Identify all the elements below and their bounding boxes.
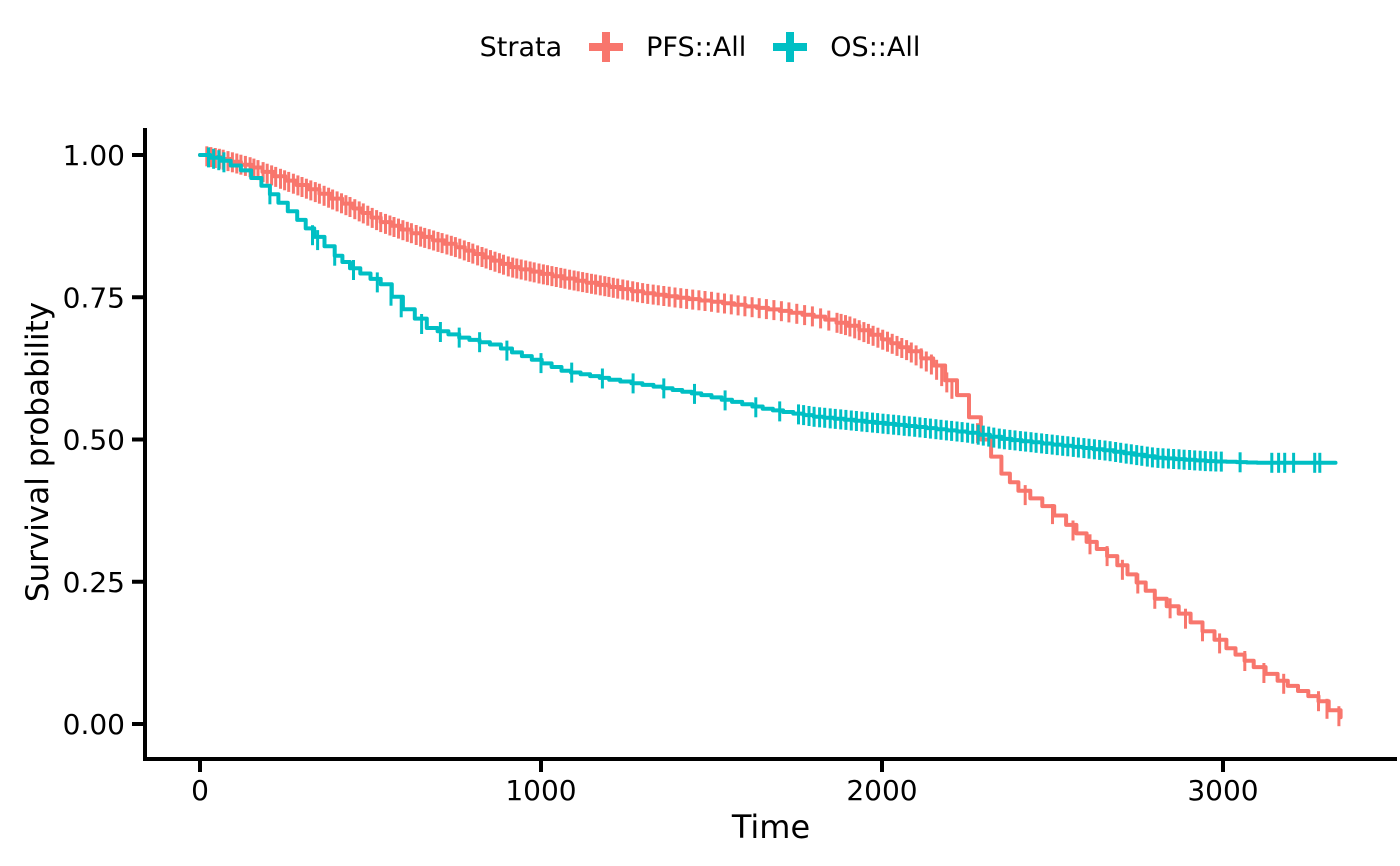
legend-label-pfs: PFS::All — [646, 31, 747, 63]
pfs-censor-marks — [205, 146, 1341, 727]
x-tick-label: 3000 — [1187, 774, 1258, 807]
x-tick-label: 0 — [191, 774, 209, 807]
pfs-key-vbar — [602, 32, 611, 62]
os-survival-curve — [198, 153, 1338, 465]
y-tick-label: 0.00 — [63, 708, 125, 741]
os-key-vbar — [786, 32, 795, 62]
y-tick-label: 0.50 — [63, 424, 125, 457]
legend-item-os: OS::All — [772, 30, 920, 64]
legend-title: Strata — [479, 31, 563, 63]
pfs-survival-curve — [198, 153, 1343, 720]
os-censor-marks — [207, 147, 1322, 473]
y-tick-label: 1.00 — [63, 139, 125, 172]
legend-label-os: OS::All — [830, 31, 921, 63]
x-tick-label: 2000 — [846, 774, 917, 807]
legend: Strata PFS::All OS::All — [0, 30, 1400, 64]
os-censor-plus-icon — [772, 30, 808, 64]
x-tick-label: 1000 — [505, 774, 576, 807]
x-axis-title: Time — [731, 808, 811, 846]
y-tick-label: 0.25 — [63, 566, 125, 599]
legend-item-pfs: PFS::All — [588, 30, 746, 64]
pfs-censor-plus-icon — [588, 30, 624, 64]
y-tick-label: 0.75 — [63, 281, 125, 314]
